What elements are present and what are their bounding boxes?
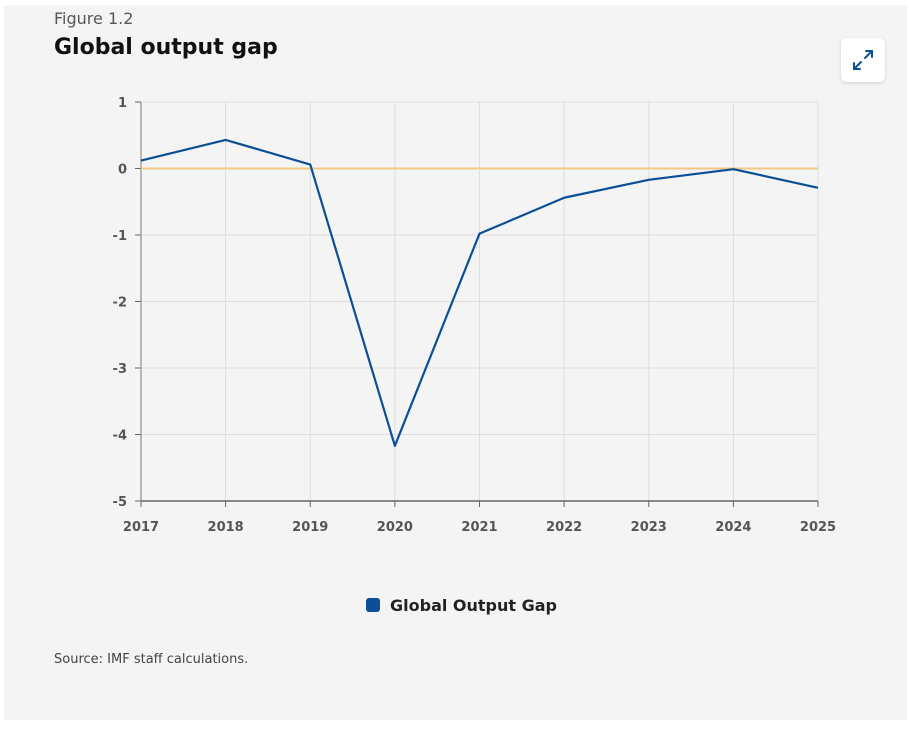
x-tick-label: 2017 [123,520,159,535]
x-tick-label: 2024 [715,520,751,535]
chart-title: Global output gap [54,35,278,60]
y-tick-label: -2 [113,296,127,311]
x-tick-label: 2023 [631,520,667,535]
x-tick-label: 2020 [377,520,413,535]
x-tick-label: 2021 [461,520,497,535]
y-tick-label: -3 [113,362,127,377]
source-note: Source: IMF staff calculations. [54,652,249,667]
expand-icon [853,50,873,70]
y-tick-label: -5 [113,495,127,510]
y-tick-label: -1 [113,229,127,244]
legend-label: Global Output Gap [390,596,557,615]
y-tick-label: 1 [118,96,127,111]
figure-label: Figure 1.2 [54,9,134,28]
panel: Figure 1.2 Global output gap Source: IMF… [4,5,907,720]
x-tick-label: 2019 [292,520,328,535]
expand-button[interactable] [841,38,885,82]
data-line [140,138,819,447]
x-tick-label: 2025 [800,520,836,535]
legend-swatch [366,598,380,612]
x-tick-label: 2018 [208,520,244,535]
x-tick-label: 2022 [546,520,582,535]
y-tick-label: -4 [113,429,127,444]
y-tick-label: 0 [118,163,127,178]
